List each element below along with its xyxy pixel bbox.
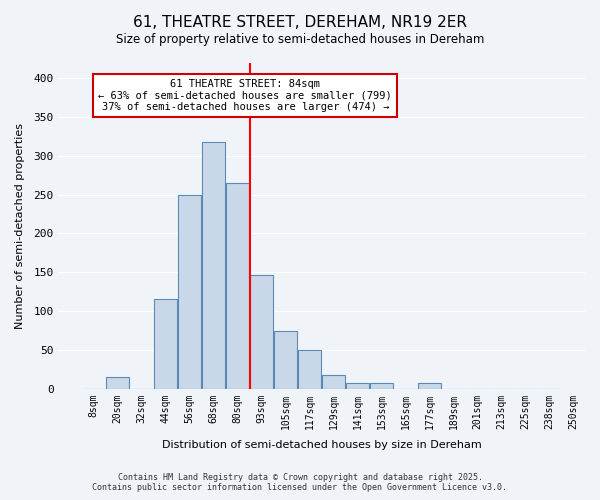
Text: 61, THEATRE STREET, DEREHAM, NR19 2ER: 61, THEATRE STREET, DEREHAM, NR19 2ER <box>133 15 467 30</box>
Bar <box>322 375 345 389</box>
Bar <box>298 350 321 389</box>
Bar <box>274 330 297 389</box>
Text: Size of property relative to semi-detached houses in Dereham: Size of property relative to semi-detach… <box>116 32 484 46</box>
Bar <box>226 183 249 389</box>
Bar <box>106 377 129 389</box>
Text: 61 THEATRE STREET: 84sqm
← 63% of semi-detached houses are smaller (799)
37% of : 61 THEATRE STREET: 84sqm ← 63% of semi-d… <box>98 79 392 112</box>
Bar <box>178 194 201 389</box>
Bar <box>250 274 273 389</box>
Bar <box>346 382 369 389</box>
Bar <box>202 142 225 389</box>
Text: Contains HM Land Registry data © Crown copyright and database right 2025.
Contai: Contains HM Land Registry data © Crown c… <box>92 473 508 492</box>
Bar <box>154 300 177 389</box>
Y-axis label: Number of semi-detached properties: Number of semi-detached properties <box>15 122 25 328</box>
Bar <box>370 382 393 389</box>
X-axis label: Distribution of semi-detached houses by size in Dereham: Distribution of semi-detached houses by … <box>162 440 482 450</box>
Bar <box>418 382 441 389</box>
